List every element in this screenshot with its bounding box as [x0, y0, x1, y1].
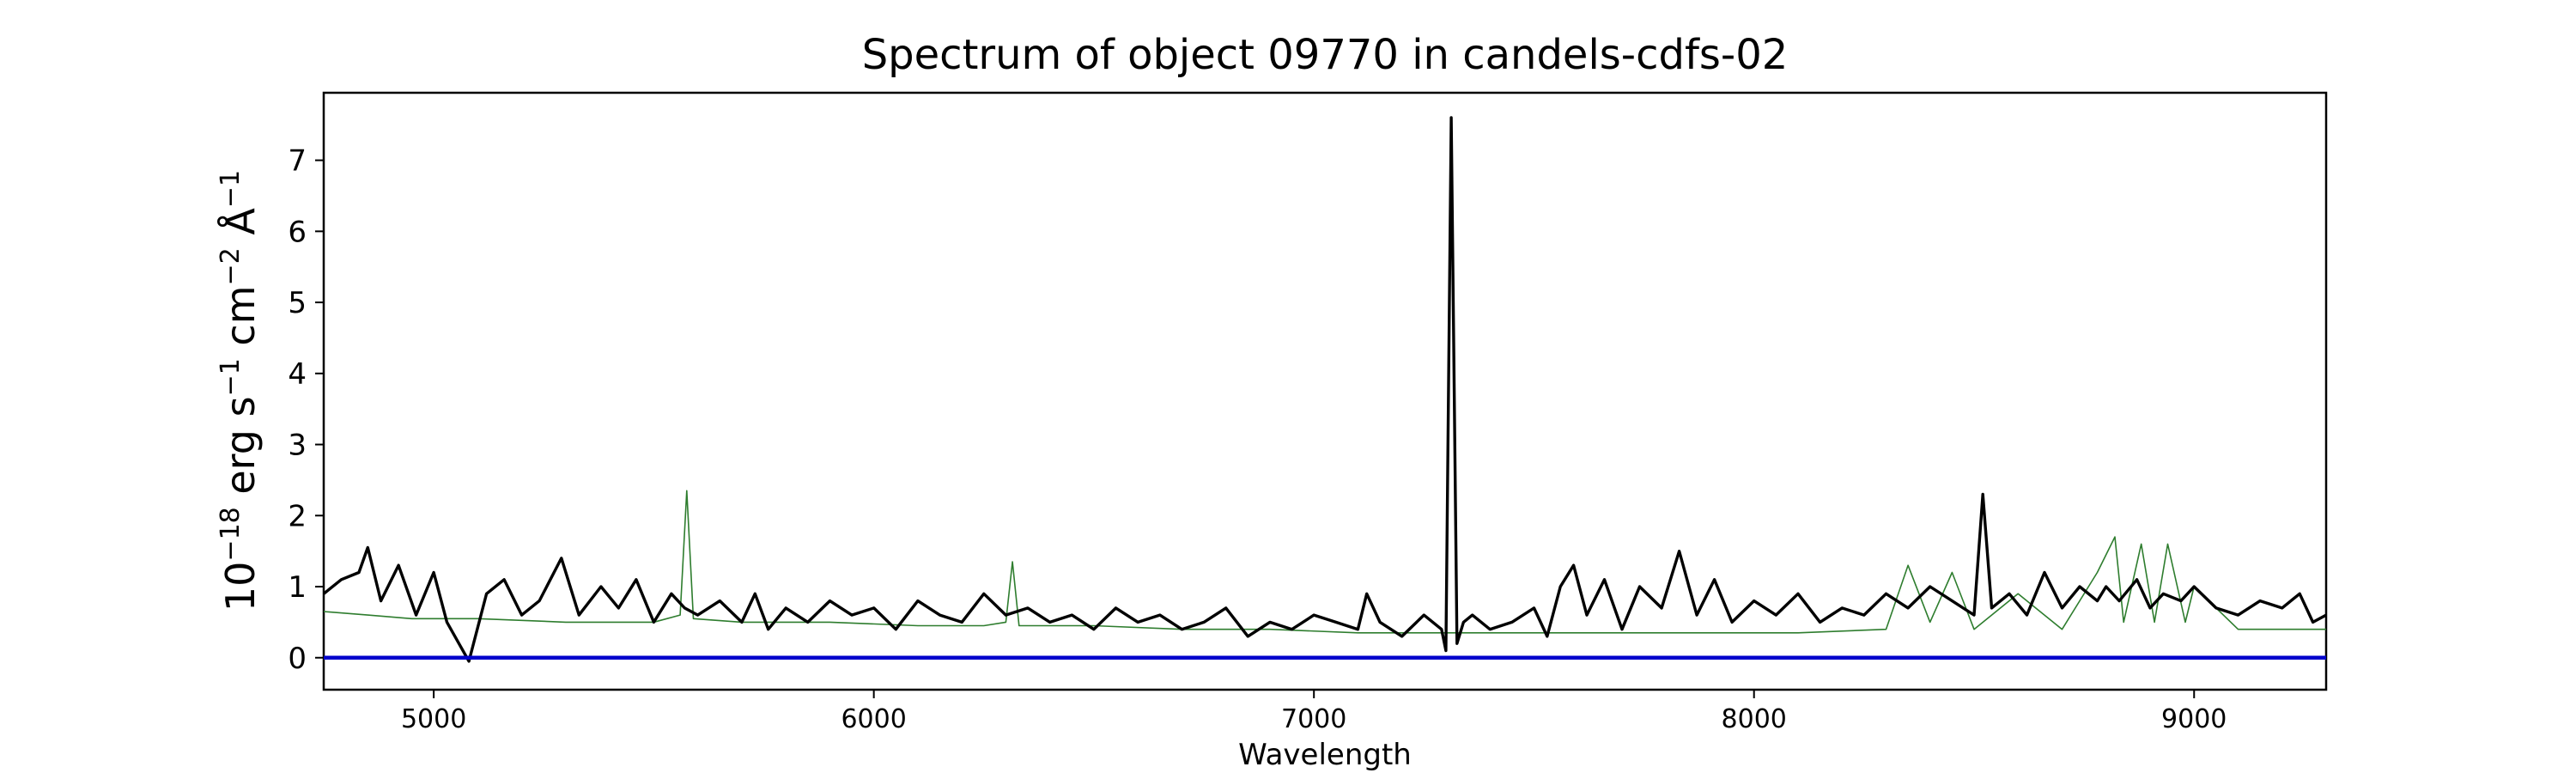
ylabel-unit1: erg s — [217, 396, 264, 494]
flux-series-line — [322, 116, 2327, 663]
y-tick-label: 0 — [288, 642, 307, 676]
x-tick-label: 5000 — [401, 704, 466, 734]
ylabel-unit2: cm — [217, 285, 264, 345]
y-tick-label: 4 — [288, 357, 307, 392]
ylabel-unit1-exp: −1 — [216, 358, 246, 396]
x-axis: 5000 6000 7000 8000 9000 — [401, 690, 2227, 734]
y-tick-label: 1 — [288, 570, 307, 605]
y-axis: 0 1 2 3 4 5 6 7 — [288, 144, 324, 676]
y-tick-label: 5 — [288, 286, 307, 320]
ylabel-unit2-exp: −2 — [216, 247, 246, 285]
series-layer — [322, 116, 2327, 663]
y-axis-label: 10−18 erg s−1 cm−2 Å−1 — [216, 170, 264, 612]
ylabel-unit3-exp: −1 — [216, 170, 246, 208]
x-axis-label: Wavelength — [1238, 738, 1412, 772]
x-tick-label: 8000 — [1722, 704, 1787, 734]
ylabel-base-exp: −18 — [216, 507, 246, 561]
y-tick-label: 2 — [288, 499, 307, 533]
x-tick-label: 6000 — [841, 704, 906, 734]
chart-title: Spectrum of object 09770 in candels-cdfs… — [862, 31, 1789, 79]
plot-frame — [322, 91, 2328, 691]
ylabel-unit3: Å — [217, 208, 264, 235]
x-tick-label: 7000 — [1281, 704, 1346, 734]
x-tick-label: 9000 — [2161, 704, 2227, 734]
y-tick-label: 6 — [288, 215, 307, 249]
model-series-line — [323, 490, 2326, 634]
plot-area — [322, 91, 2328, 691]
y-tick-label: 7 — [288, 144, 307, 179]
y-tick-label: 3 — [288, 429, 307, 463]
ylabel-base: 10 — [217, 562, 264, 612]
